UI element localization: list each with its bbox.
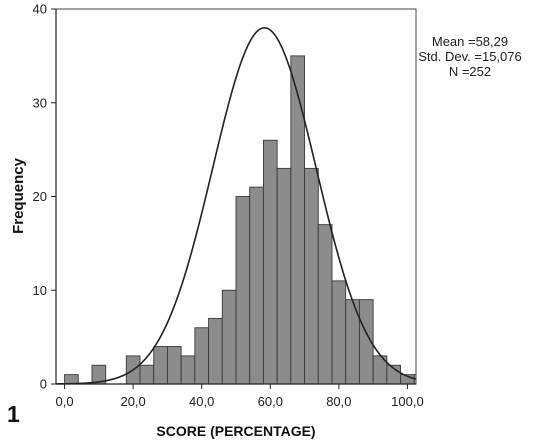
- histogram-bar: [358, 299, 374, 384]
- x-tick-label: 0,0: [56, 394, 74, 409]
- y-tick-label: 0: [40, 377, 47, 392]
- x-tick-label: 80,0: [326, 394, 351, 409]
- histogram-bar: [304, 167, 319, 384]
- y-tick-label: 20: [33, 189, 47, 204]
- histogram-bar: [208, 317, 223, 384]
- histogram-bar: [91, 364, 107, 384]
- histogram-bar: [64, 374, 79, 384]
- histogram-bar: [331, 280, 347, 384]
- histogram-bar: [153, 346, 168, 384]
- histogram-bar: [166, 346, 182, 384]
- x-axis-title: SCORE (PERCENTAGE): [156, 423, 315, 439]
- n-label: N =252: [448, 64, 492, 79]
- histogram-bar: [194, 327, 210, 384]
- x-tick-label: 40,0: [189, 394, 214, 409]
- std-dev-label: Std. Dev. =15,076: [418, 49, 522, 64]
- histogram-bar: [180, 355, 196, 384]
- histogram-bars: [64, 55, 416, 384]
- x-tick-label: 60,0: [258, 394, 283, 409]
- histogram-bar: [235, 196, 251, 384]
- histogram-bar: [290, 55, 306, 384]
- histogram-bar: [262, 139, 278, 384]
- summary-statistics: Mean =58,29 Std. Dev. =15,076 N =252: [414, 34, 526, 79]
- figure-number: 1: [7, 401, 20, 427]
- y-tick-label: 10: [33, 283, 47, 298]
- histogram-bar: [276, 167, 292, 384]
- x-tick-label: 20,0: [120, 394, 145, 409]
- y-axis-ticks: 0 10 20 30 40: [33, 2, 56, 392]
- y-tick-label: 30: [33, 95, 47, 110]
- mean-label: Mean =58,29: [431, 34, 509, 49]
- histogram-bar: [221, 289, 237, 384]
- x-tick-label: 100,0: [391, 394, 424, 409]
- normal-curve: [55, 26, 417, 385]
- histogram-bar: [317, 224, 333, 384]
- y-tick-label: 40: [33, 2, 47, 17]
- histogram-bar: [249, 186, 264, 384]
- y-axis-title: Frequency: [10, 157, 27, 234]
- x-axis-ticks: 0,0 20,0 40,0 60,0 80,0 100,0: [56, 384, 424, 409]
- histogram-bar: [139, 364, 155, 384]
